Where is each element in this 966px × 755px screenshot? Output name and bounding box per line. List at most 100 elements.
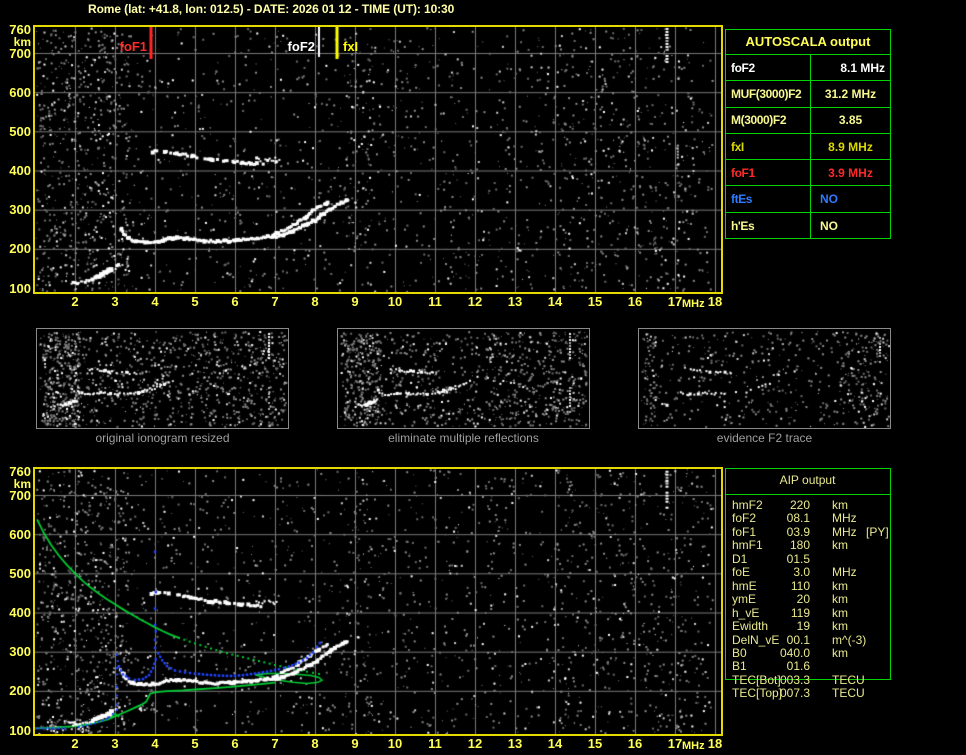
thumbnail-evidence-canvas: [639, 329, 890, 428]
aip-name: hmE: [732, 578, 757, 593]
thumbnail-label-original: original ionogram resized: [95, 431, 230, 445]
bottom-x-tick: 13: [507, 736, 523, 751]
top-x-tick: 6: [231, 294, 239, 309]
top-x-tick: 2: [71, 294, 79, 309]
top-x-tick: 15: [587, 294, 603, 309]
autoscala-row-label: fxI: [726, 133, 811, 160]
autoscala-output-table: AUTOSCALA output foF2 8.1 MHz MUF(3000)F2 3…: [725, 29, 891, 240]
top-x-tick: 17: [667, 294, 683, 309]
top-y-tick: 100: [9, 280, 31, 296]
aip-row-ewidth: Ewidth 19 km: [725, 620, 897, 633]
top-ionogram-plot: [33, 25, 723, 294]
bottom-x-tick: 3: [111, 736, 119, 751]
top-x-tick: 18: [707, 294, 723, 309]
aip-name: B0: [732, 645, 747, 660]
aip-val: 20: [796, 592, 810, 607]
bottom-y-tick: km: [13, 477, 31, 492]
aip-name: TEC[Top]: [732, 686, 783, 701]
aip-name: hmF1: [732, 538, 763, 553]
aip-row-hme: hmE 110 km: [725, 578, 897, 593]
bottom-x-tick: 4: [151, 736, 159, 751]
top-x-tick: 14: [547, 294, 563, 309]
aip-row-hmf1: hmF1 180 km: [725, 539, 897, 552]
thumbnail-label-evidence: evidence F2 trace: [716, 431, 813, 445]
aip-val: 03.9: [786, 524, 810, 539]
fof1-marker-label: foF1: [119, 39, 147, 54]
bottom-x-tick: 15: [587, 736, 603, 751]
bottom-y-tick: 500: [9, 565, 31, 581]
aip-val: 180: [789, 538, 810, 553]
thumbnail-label-eliminate: eliminate multiple reflections: [388, 431, 539, 445]
top-x-tick: 16: [627, 294, 643, 309]
aip-unit: m^(-3): [832, 632, 867, 647]
bottom-y-tick: 400: [9, 605, 31, 620]
top-y-tick: 200: [9, 241, 31, 257]
aip-val: 040.0: [779, 645, 810, 660]
autoscala-row-value: NO: [820, 192, 838, 207]
aip-unit: MHz: [832, 524, 857, 539]
top-x-tick: 7: [271, 294, 279, 309]
aip-unit: TECU: [832, 672, 865, 687]
top-y-tick: 500: [9, 123, 31, 139]
autoscala-row-fof2: foF2 8.1 MHz: [726, 55, 890, 82]
bottom-x-tick: 18: [707, 736, 723, 751]
top-x-tick: 12: [467, 294, 483, 309]
aip-val: 007.3: [779, 686, 810, 701]
thumbnail-eliminate-reflections: [337, 328, 590, 429]
aip-row-deln_ve: DelN_vE 00.1 m^(-3): [725, 632, 897, 647]
bottom-x-tick: 12: [467, 736, 483, 751]
thumbnail-original-canvas: [37, 329, 288, 428]
aip-name: foE: [732, 565, 751, 580]
autoscala-row-label: foF2: [726, 55, 811, 81]
top-y-tick: 700: [9, 45, 31, 61]
aip-row-b1: B1 01.6: [725, 660, 897, 673]
aip-val: 110: [790, 578, 810, 593]
autoscala-row-m(3000)f2: M(3000)F2 3.85: [726, 107, 890, 134]
aip-name: ymE: [732, 592, 756, 607]
aip-header-divider: [725, 494, 891, 495]
fxi-marker-label: fxI: [343, 39, 359, 54]
aip-unit: km: [832, 619, 848, 634]
aip-val: 08.1: [786, 511, 810, 526]
top-ionogram-canvas: [35, 27, 721, 292]
top-y-tick: 400: [9, 163, 31, 178]
aip-unit: km: [832, 605, 848, 620]
autoscala-row-value: 3.9 MHz: [828, 165, 873, 180]
thumbnail-evidence-f2: [638, 328, 891, 429]
aip-output-table: AIP output hmF2 220 km foF2 08.1 MHz foF1 03.9 M…: [725, 468, 897, 703]
autoscala-row-fof1: foF1 3.9 MHz: [726, 160, 890, 187]
top-x-tick: 4: [151, 294, 159, 309]
bottom-x-tick: 2: [71, 736, 79, 751]
aip-val: 01.5: [786, 551, 810, 566]
autoscala-row-fxi: fxI 8.9 MHz: [726, 133, 890, 161]
aip-name: Ewidth: [732, 619, 769, 634]
aip-val: 119: [790, 605, 810, 620]
bottom-x-tick: 17: [667, 736, 683, 751]
thumbnail-eliminate-canvas: [338, 329, 589, 428]
autoscala-table-rows: foF2 8.1 MHz MUF(3000)F2 31.2 MHz M(3000)F2 3…: [726, 55, 890, 239]
autoscala-row-value: 31.2 MHz: [824, 86, 877, 101]
top-x-tick: 10: [387, 294, 403, 309]
aip-name: foF2: [732, 511, 757, 526]
bottom-y-tick: 300: [9, 644, 31, 660]
station-title: Rome (lat: +41.8, lon: 012.5) - DATE: 20…: [88, 2, 455, 16]
bottom-x-tick: 5: [191, 736, 199, 751]
autoscala-row-value: 3.85: [838, 113, 863, 128]
top-x-tick: 9: [351, 294, 359, 309]
aip-unit: MHz: [832, 565, 857, 580]
aip-name: B1: [732, 659, 747, 674]
bottom-x-tick: 10: [387, 736, 403, 751]
aip-name: TEC[Bot]: [732, 672, 781, 687]
aip-row-fof2: foF2 08.1 MHz: [725, 512, 897, 525]
aip-val: 003.3: [779, 672, 810, 687]
bottom-ionogram-plot: [33, 467, 723, 736]
top-y-tick: km: [13, 35, 31, 50]
autoscala-row-h'es: h'Es NO: [726, 212, 890, 239]
autoscala-row-value: 8.1 MHz: [840, 60, 885, 75]
top-x-tick: 13: [507, 294, 523, 309]
aip-unit: km: [832, 592, 848, 607]
aip-unit: TECU: [832, 686, 865, 701]
bottom-y-tick: 600: [9, 526, 31, 542]
aip-unit: km: [832, 498, 848, 512]
bottom-x-axis-unit: MHz: [682, 740, 705, 752]
